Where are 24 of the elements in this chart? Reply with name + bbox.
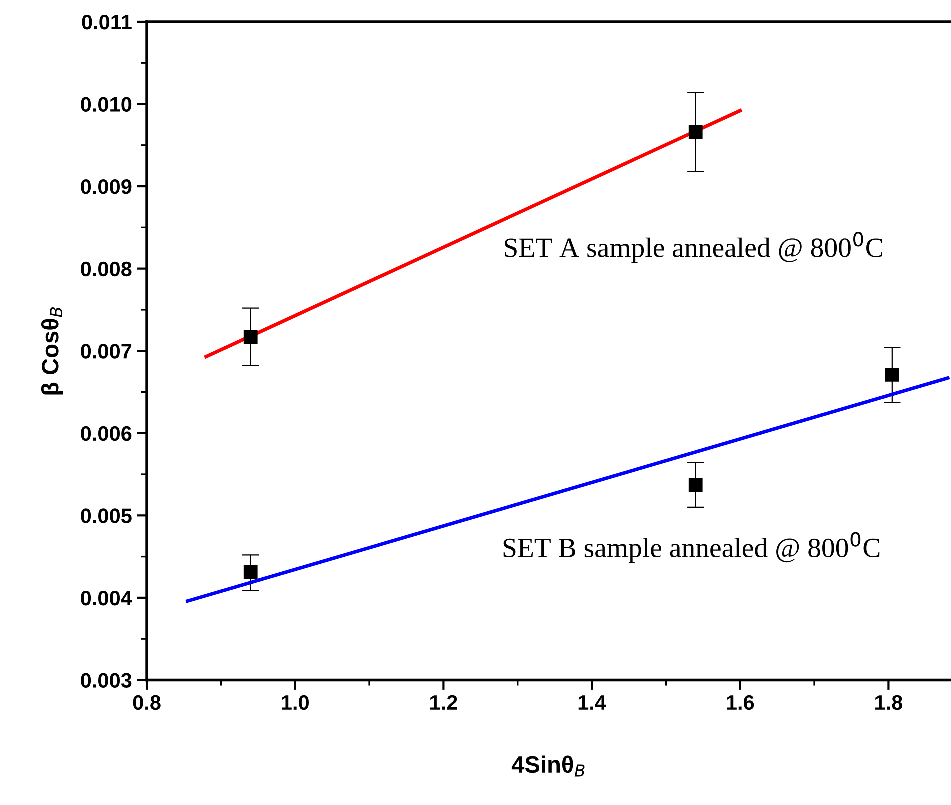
point [688, 125, 703, 140]
x-tick-label: 1.6 [727, 695, 754, 710]
point [885, 368, 900, 382]
annotation: SET B sample annealed @ 800$^{0}$C [504, 532, 880, 564]
y-tick-label: 0.007 [81, 344, 132, 359]
y-tick-label: 0.009 [81, 180, 132, 194]
y-tick-label: 0.011 [82, 14, 132, 30]
y-axis-title: β Cosθ$_{B}$ [41, 308, 64, 395]
y-tick-label: 0.004 [81, 590, 132, 606]
x-tick-label: 1.8 [876, 695, 903, 710]
point [688, 478, 703, 492]
y-tick-label: 0.008 [81, 262, 132, 277]
annotation: SET A sample annealed @ 800$^{0}$C [505, 232, 882, 264]
x-tick-label: 1.2 [430, 695, 458, 710]
x-tick-label: 0.8 [133, 695, 161, 710]
x-tick-label: 1.0 [282, 695, 309, 710]
x-tick-label: 1.4 [578, 696, 606, 710]
y-tick-label: 0.010 [81, 97, 132, 112]
point [244, 565, 258, 580]
x-axis-title: 4Sinθ$_{B}$ [512, 756, 585, 777]
point [244, 330, 258, 344]
y-tick-label: 0.005 [81, 508, 132, 524]
y-tick-label: 0.003 [81, 673, 132, 688]
y-tick-label: 0.006 [81, 426, 132, 442]
